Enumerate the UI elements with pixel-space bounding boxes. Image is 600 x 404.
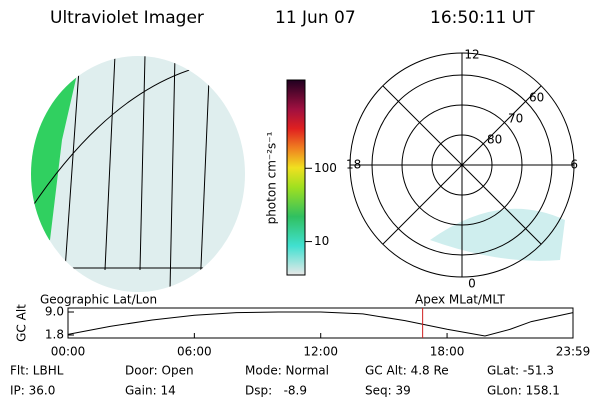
alt-ylabel: GC Alt bbox=[15, 304, 29, 342]
lat-ring bbox=[431, 134, 493, 196]
footer-field: Seq: 39 bbox=[365, 384, 411, 398]
mlt-label: 18 bbox=[346, 158, 361, 172]
lat-ring bbox=[401, 104, 523, 226]
alt-xtick-label: 06:00 bbox=[177, 345, 212, 359]
footer-field: GC Alt: 4.8 Re bbox=[365, 364, 449, 378]
alt-ytick-label: 9.0 bbox=[45, 305, 64, 319]
lat-label: 70 bbox=[508, 112, 523, 126]
time: 16:50:11 UT bbox=[430, 8, 535, 28]
footer-field: Gain: 14 bbox=[125, 384, 176, 398]
footer-field: GLat: -51.3 bbox=[487, 364, 554, 378]
alt-xtick-label: 18:00 bbox=[430, 345, 465, 359]
alt-xtick-label: 00:00 bbox=[51, 345, 86, 359]
uv-image bbox=[31, 56, 245, 292]
date: 11 Jun 07 bbox=[275, 8, 356, 28]
footer-field: Door: Open bbox=[125, 364, 194, 378]
colorbar bbox=[286, 79, 306, 276]
polar-plot bbox=[349, 52, 575, 278]
mlt-label: 6 bbox=[570, 158, 578, 172]
colorbar-tick-label: 100 bbox=[314, 161, 337, 175]
lat-label: 60 bbox=[529, 91, 544, 105]
caption-left: Geographic Lat/Lon bbox=[40, 293, 157, 307]
lat-label: 80 bbox=[487, 133, 502, 147]
footer-field: Mode: Normal bbox=[245, 364, 329, 378]
caption-right: Apex MLat/MLT bbox=[415, 293, 505, 307]
colorbar-tick-label: 10 bbox=[314, 234, 329, 248]
colorbar-label: photon cm⁻²s⁻¹ bbox=[265, 131, 279, 224]
alt-xtick-label: 23:59 bbox=[556, 345, 591, 359]
footer-field: GLon: 158.1 bbox=[487, 384, 560, 398]
footer-field: Dsp: -8.9 bbox=[245, 384, 307, 398]
alt-curve bbox=[67, 311, 574, 337]
title: Ultraviolet Imager bbox=[50, 8, 204, 28]
mlt-label: 12 bbox=[464, 48, 479, 62]
lat-ring bbox=[371, 74, 553, 256]
mlt-label: 0 bbox=[468, 277, 476, 291]
alt-ytick-label: 1.8 bbox=[45, 328, 64, 342]
footer-field: IP: 36.0 bbox=[10, 384, 55, 398]
alt-xtick-label: 12:00 bbox=[303, 345, 338, 359]
footer-field: Flt: LBHL bbox=[10, 364, 64, 378]
